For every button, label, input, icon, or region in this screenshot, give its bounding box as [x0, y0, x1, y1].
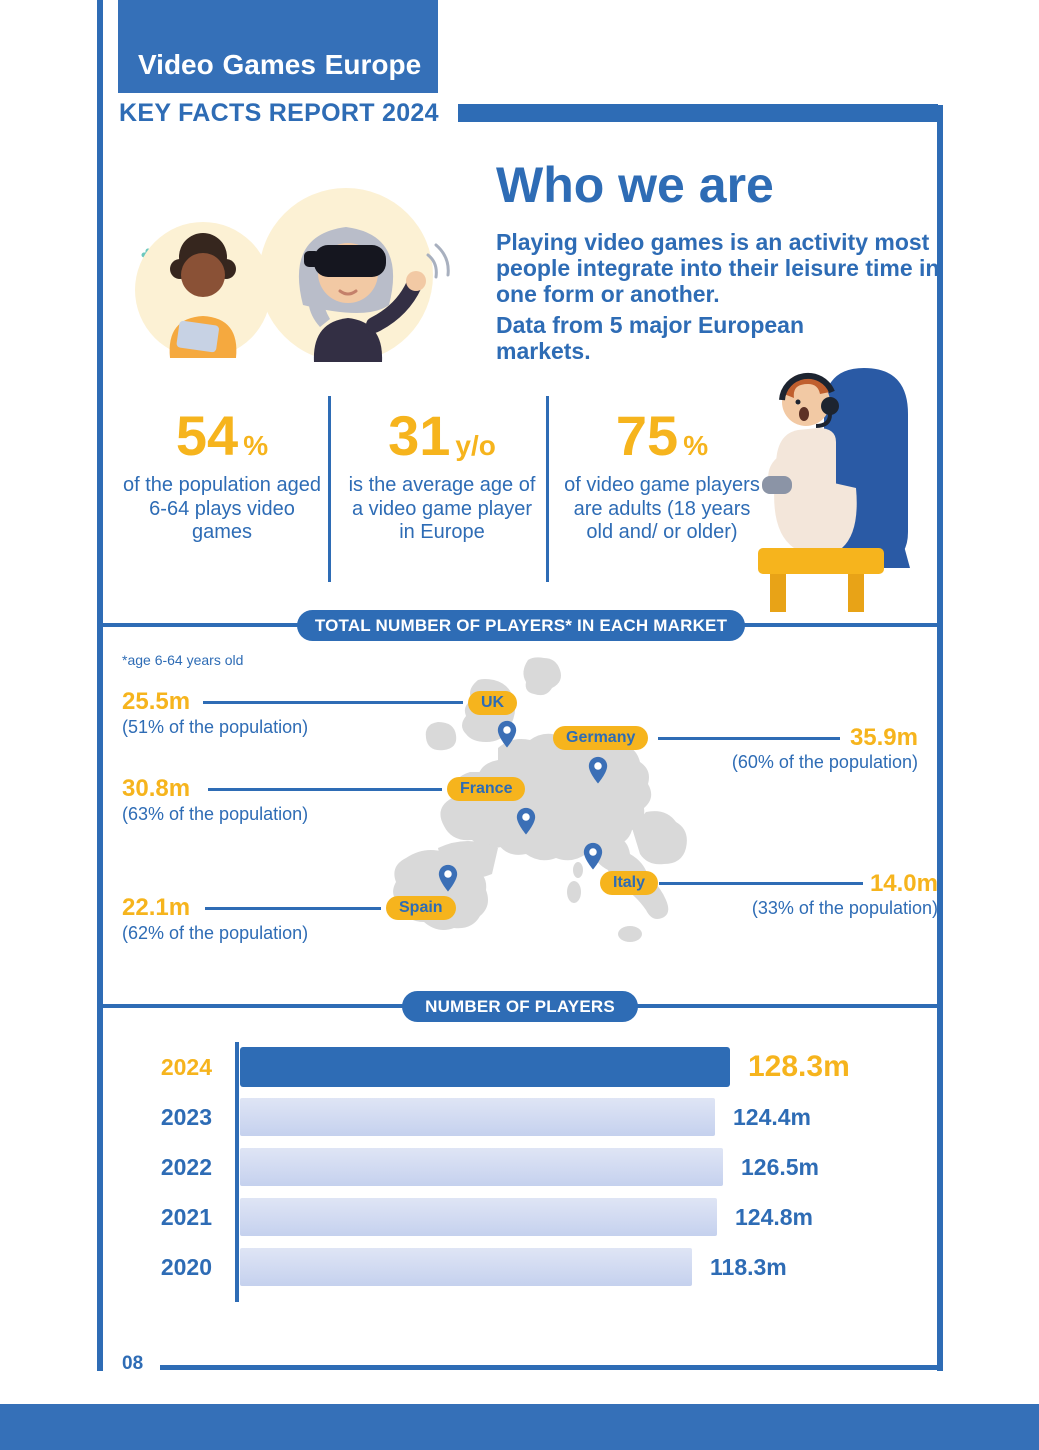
- location-pin-icon: [516, 807, 536, 835]
- country-label-uk: UK: [468, 691, 518, 715]
- report-title: KEY FACTS REPORT 2024: [119, 99, 439, 127]
- germany-share-label: (60% of the population): [731, 752, 918, 772]
- bar: [240, 1248, 692, 1286]
- france-players-value: 30.8m: [122, 775, 191, 802]
- stat-value: 75%: [615, 404, 709, 467]
- bar-year-label: 2021: [160, 1203, 212, 1230]
- stat-value: 31 y/o: [388, 404, 496, 467]
- footer-strip: [0, 1404, 1039, 1450]
- bar: [240, 1047, 730, 1087]
- stat-description: of video game players are adults (18 yea…: [564, 474, 760, 544]
- country-label-spain: Spain: [386, 896, 456, 920]
- who-we-are-subline: Data from 5 major European markets.: [496, 312, 805, 364]
- germany-connector-line: [658, 737, 840, 740]
- bar-value-label: 124.4m: [733, 1103, 812, 1130]
- spain-connector-line: [205, 907, 381, 910]
- location-pin-icon: [497, 720, 517, 748]
- bar: [240, 1198, 717, 1236]
- uk-connector-line: [203, 701, 463, 704]
- stat-suffix: y/o: [455, 430, 496, 461]
- bar-value-label: 124.8m: [735, 1203, 814, 1230]
- country-label-germany: Germany: [553, 726, 649, 750]
- stat-description: of the population aged 6-64 plays video …: [123, 474, 321, 544]
- bar: [240, 1098, 715, 1136]
- italy-share-label: (33% of the population): [751, 898, 938, 918]
- banner-number-of-players: NUMBER OF PLAYERS: [402, 991, 638, 1022]
- bar: [240, 1148, 723, 1186]
- stat-value: 54%: [175, 404, 269, 467]
- bar-year-label: 2024: [160, 1053, 212, 1080]
- bar-year-label: 2023: [160, 1103, 212, 1130]
- location-pin-icon: [588, 756, 608, 784]
- spain-share-label: (62% of the population): [122, 923, 309, 943]
- france-connector-line: [208, 788, 442, 791]
- gamer-illustration-icon: [758, 368, 910, 612]
- who-we-are-intro: Playing video games is an activity most …: [496, 229, 940, 307]
- stat-divider: [546, 396, 549, 582]
- bar-row: 2022 126.5m: [120, 1142, 960, 1192]
- bar-value-label: 128.3m: [748, 1050, 850, 1083]
- country-label-france: France: [447, 777, 526, 801]
- brand-logo: Video Games Europe: [118, 0, 438, 93]
- stat-average-age: 31 y/o is the average age of a video game…: [348, 408, 536, 545]
- location-pin-icon: [583, 842, 603, 870]
- chart-axis-line: [235, 1042, 239, 1302]
- spain-players-value: 22.1m: [122, 894, 191, 921]
- bar-year-label: 2022: [160, 1153, 212, 1180]
- age-footnote: *age 6-64 years old: [122, 652, 244, 668]
- bar-row: 2024 128.3m: [120, 1042, 960, 1092]
- bar-value-label: 126.5m: [741, 1153, 820, 1180]
- germany-players-value: 35.9m: [849, 724, 918, 751]
- uk-share-label: (51% of the population): [122, 717, 309, 737]
- stat-suffix: %: [683, 430, 709, 461]
- bar-row: 2023 124.4m: [120, 1092, 960, 1142]
- players-bar-chart: 2024 128.3m 2023 124.4m 2022 126.5m 2021…: [120, 1042, 960, 1292]
- stat-divider: [328, 396, 331, 582]
- bar-row: 2021 124.8m: [120, 1192, 960, 1242]
- footer-rule: [160, 1365, 940, 1370]
- uk-players-value: 25.5m: [122, 688, 191, 715]
- section-title-who-we-are: Who we are: [496, 157, 774, 213]
- page-border-right: [937, 105, 943, 1371]
- brand-name: Video Games Europe: [138, 49, 422, 80]
- stat-population-share: 54% of the population aged 6-64 plays vi…: [122, 408, 322, 545]
- header-rule-bar: [458, 104, 938, 122]
- italy-connector-line: [659, 882, 863, 885]
- country-label-italy: Italy: [600, 871, 659, 895]
- people-illustration-icon: [135, 188, 450, 362]
- stat-adult-players: 75% of video game players are adults (18…: [562, 408, 762, 545]
- stat-suffix: %: [243, 430, 269, 461]
- bar-row: 2020 118.3m: [120, 1242, 960, 1292]
- italy-players-value: 14.0m: [869, 870, 938, 897]
- bar-year-label: 2020: [160, 1253, 212, 1280]
- banner-total-players: TOTAL NUMBER OF PLAYERS* IN EACH MARKET: [297, 610, 745, 641]
- location-pin-icon: [438, 864, 458, 892]
- stat-description: is the average age of a video game playe…: [348, 474, 536, 544]
- france-share-label: (63% of the population): [122, 804, 309, 824]
- bar-value-label: 118.3m: [710, 1253, 787, 1280]
- page-border-left: [97, 0, 103, 1371]
- page-number: 08: [122, 1353, 144, 1374]
